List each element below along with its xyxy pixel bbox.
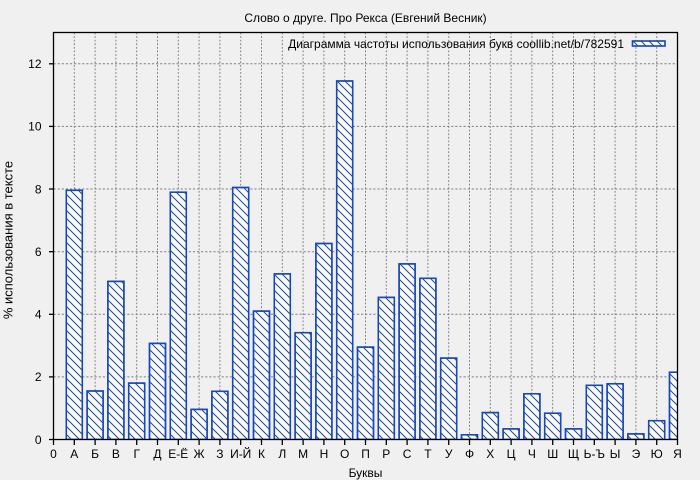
- svg-text:Ь-Ъ: Ь-Ъ: [584, 447, 605, 461]
- svg-text:У: У: [445, 447, 453, 461]
- svg-text:Слово о друге. Про Рекса (Евге: Слово о друге. Про Рекса (Евгений Весник…: [244, 11, 486, 25]
- svg-text:4: 4: [35, 308, 42, 322]
- svg-text:И-Й: И-Й: [230, 446, 251, 461]
- svg-text:0: 0: [50, 447, 57, 461]
- svg-text:С: С: [403, 447, 412, 461]
- svg-text:Я: Я: [673, 447, 682, 461]
- svg-text:Х: Х: [486, 447, 494, 461]
- svg-text:К: К: [258, 447, 265, 461]
- svg-text:Диаграмма частоты использовани: Диаграмма частоты использования букв coo…: [288, 37, 624, 51]
- svg-text:Ч: Ч: [528, 447, 536, 461]
- svg-text:Е-Ё: Е-Ё: [168, 447, 188, 461]
- svg-text:А: А: [70, 447, 78, 461]
- svg-text:Щ: Щ: [568, 447, 579, 461]
- svg-text:6: 6: [35, 245, 42, 259]
- svg-text:8: 8: [35, 182, 42, 196]
- svg-text:Н: Н: [320, 447, 329, 461]
- svg-text:Л: Л: [278, 447, 286, 461]
- svg-text:Ю: Ю: [651, 447, 663, 461]
- svg-text:% использования в тексте: % использования в тексте: [1, 161, 16, 319]
- svg-text:Г: Г: [133, 447, 140, 461]
- svg-text:М: М: [298, 447, 308, 461]
- svg-text:Ш: Ш: [547, 447, 558, 461]
- svg-text:З: З: [216, 447, 223, 461]
- svg-text:Ф: Ф: [465, 447, 474, 461]
- svg-text:12: 12: [28, 57, 42, 71]
- svg-text:Буквы: Буквы: [349, 466, 383, 480]
- svg-text:Р: Р: [382, 447, 390, 461]
- svg-text:10: 10: [28, 120, 42, 134]
- svg-text:Ж: Ж: [194, 447, 205, 461]
- svg-text:2: 2: [35, 370, 42, 384]
- svg-text:О: О: [340, 447, 349, 461]
- svg-text:П: П: [361, 447, 370, 461]
- svg-text:В: В: [112, 447, 120, 461]
- svg-text:Б: Б: [91, 447, 99, 461]
- svg-text:Э: Э: [632, 447, 641, 461]
- svg-text:Д: Д: [153, 447, 161, 461]
- svg-text:Ц: Ц: [507, 447, 516, 461]
- svg-text:Ы: Ы: [610, 447, 621, 461]
- svg-text:Т: Т: [424, 447, 432, 461]
- svg-text:0: 0: [35, 433, 42, 447]
